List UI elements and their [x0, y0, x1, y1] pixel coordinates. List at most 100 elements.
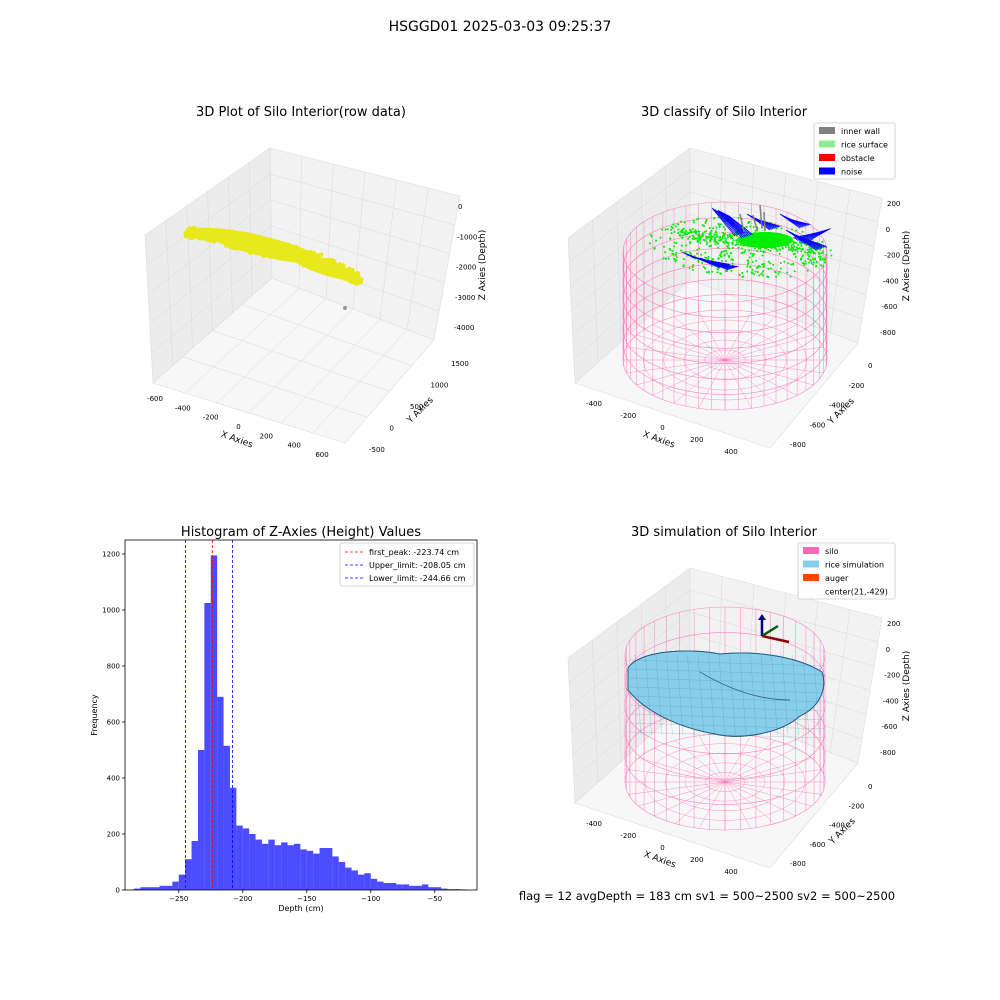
- histogram-bar: [377, 881, 384, 890]
- rice-surface-point: [822, 265, 825, 268]
- rice-surface-point: [714, 243, 717, 246]
- histogram-bar: [325, 848, 333, 890]
- tick-label: 0: [868, 362, 872, 370]
- rice-surface-point: [741, 271, 744, 274]
- rice-surface-point: [664, 257, 667, 260]
- rice-surface-point: [705, 271, 708, 274]
- rice-surface-point: [731, 262, 734, 265]
- rice-surface-point: [800, 244, 803, 247]
- rice-surface-point: [715, 241, 718, 244]
- silo-floor-radial: [652, 324, 726, 361]
- tick-label: -400: [883, 277, 899, 285]
- rice-surface-point: [710, 258, 713, 261]
- histogram-panel: Histogram of Z-Axies (Height) Values −25…: [90, 525, 478, 913]
- rice-surface-point: [794, 249, 797, 252]
- tick-label: -4000: [454, 324, 474, 332]
- tick-label: -400: [829, 822, 845, 830]
- rice-surface-point: [695, 218, 698, 221]
- rice-surface-point: [814, 252, 817, 255]
- silo-floor-radial: [724, 359, 814, 386]
- rice-surface-point: [767, 267, 770, 270]
- rice-surface-point: [808, 250, 811, 253]
- rice-surface-point: [731, 246, 734, 249]
- auger-axes-glyph: [758, 614, 790, 644]
- rice-surface-point: [722, 231, 725, 234]
- legend-label: center(21,-429): [825, 588, 888, 597]
- silo-floor-radial: [654, 747, 726, 783]
- rice-surface-point: [806, 253, 809, 256]
- rice-surface-point: [819, 258, 822, 261]
- histogram-bar: [453, 889, 461, 890]
- rice-surface-point: [668, 237, 671, 240]
- rice-mesh-line: [629, 713, 826, 721]
- histogram-bar: [159, 885, 166, 890]
- grid-line: [689, 169, 879, 223]
- rice-surface-point: [677, 228, 680, 231]
- noise-point: [713, 208, 737, 236]
- raw-point: [194, 228, 199, 234]
- rice-surface-point: [649, 234, 652, 237]
- histogram-bars: [133, 555, 467, 890]
- rice-surface-point: [804, 262, 807, 265]
- rice-surface-point: [778, 252, 781, 255]
- rice-surface-point: [763, 262, 766, 265]
- rice-surface-point: [795, 241, 798, 244]
- rice-surface-point: [717, 257, 720, 260]
- rice-surface-point: [749, 252, 752, 255]
- rice-surface-point: [671, 226, 674, 229]
- rice-surface-point: [801, 255, 804, 258]
- rice-surface-point: [769, 250, 772, 253]
- rice-surface-point: [790, 263, 793, 266]
- silo-floor-radial: [698, 311, 726, 361]
- rice-mesh-line: [792, 654, 799, 736]
- histogram-bar: [223, 745, 230, 890]
- rice-surface-point: [726, 252, 729, 255]
- rice-surface-point: [793, 270, 796, 273]
- histogram-bar: [313, 853, 320, 890]
- rice-surface-point: [787, 246, 790, 249]
- rice-surface-point: [770, 267, 773, 270]
- tick-label: 0: [236, 423, 240, 431]
- noise-point: [710, 263, 739, 267]
- rice-surface-point: [787, 244, 790, 247]
- rice-surface-point: [721, 237, 724, 240]
- rice-surface-point: [706, 241, 709, 244]
- rice-surface-point: [775, 249, 778, 252]
- tick-label: -400: [883, 697, 899, 705]
- rice-surface-point: [696, 239, 699, 242]
- rice-surface-point: [800, 250, 803, 253]
- grid-line: [270, 199, 450, 254]
- rice-surface-point: [754, 229, 757, 232]
- histogram-bar: [287, 845, 294, 890]
- histogram-bar: [204, 603, 211, 890]
- rice-mesh-line: [729, 654, 736, 736]
- rice-surface-point: [707, 270, 710, 273]
- rice-surface-point: [741, 247, 744, 250]
- silo-floor-radial: [628, 769, 726, 783]
- noise-point: [723, 212, 749, 237]
- noise-point: [725, 213, 750, 236]
- rice-surface-point: [713, 233, 716, 236]
- simulation-legend: silo rice simulation auger center(21,-429): [797, 542, 896, 600]
- rice-surface-point: [762, 265, 765, 268]
- rice-surface-point: [830, 254, 833, 257]
- rice-surface-point: [727, 244, 730, 247]
- rice-mesh-line: [645, 654, 652, 736]
- rice-surface-point: [731, 237, 734, 240]
- histogram-reference-lines: [185, 540, 233, 890]
- rice-surface-point: [698, 235, 701, 238]
- rice-surface-point: [704, 239, 707, 242]
- rice-surface-point: [705, 256, 708, 259]
- rice-surface-point: [751, 260, 754, 263]
- tick-label: −250: [169, 895, 188, 903]
- rice-surface-point: [715, 226, 718, 229]
- rice-surface-point: [648, 242, 651, 245]
- silo-floor-radial: [698, 359, 726, 409]
- tick-label: -200: [884, 252, 900, 260]
- noise-point: [801, 228, 830, 244]
- silo-floor-radial: [724, 735, 752, 783]
- grid-line: [207, 191, 213, 331]
- rice-surface-point: [670, 232, 673, 235]
- histogram-bar: [434, 887, 442, 890]
- silo-floor-radial: [628, 781, 726, 795]
